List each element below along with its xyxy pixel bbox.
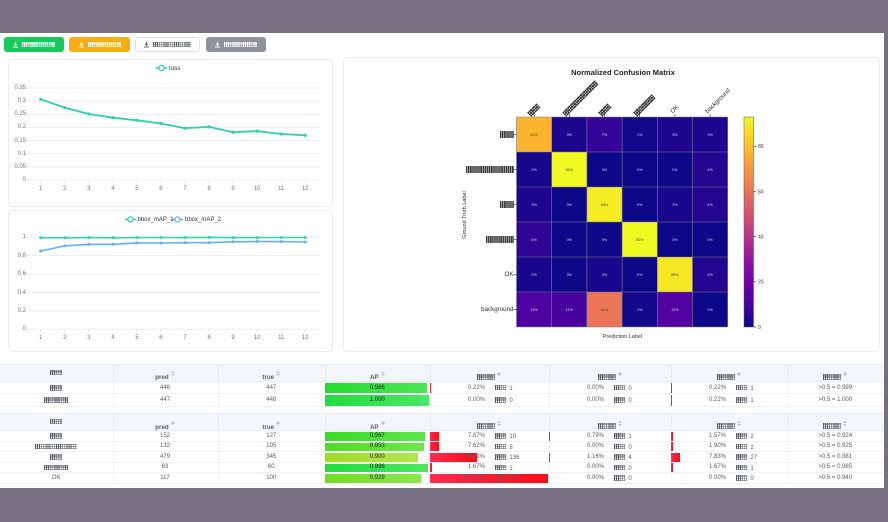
svg-text:0%: 0% xyxy=(707,308,713,312)
svg-text:0%: 0% xyxy=(637,203,643,207)
svg-text:89%: 89% xyxy=(671,273,679,277)
svg-text:93%: 93% xyxy=(636,238,644,242)
svg-text:2%: 2% xyxy=(672,203,678,207)
svg-text:40: 40 xyxy=(758,235,764,241)
svg-text:0%: 0% xyxy=(637,273,643,277)
svg-text:4%: 4% xyxy=(707,168,713,172)
svg-text:6%: 6% xyxy=(531,238,537,242)
svg-text:2%: 2% xyxy=(602,273,608,277)
svg-text:81%: 81% xyxy=(530,133,538,137)
svg-text:0%: 0% xyxy=(637,168,643,172)
svg-text:7%: 7% xyxy=(602,133,608,137)
svg-text:20: 20 xyxy=(758,280,764,286)
svg-text:0%: 0% xyxy=(567,238,573,242)
svg-text:0%: 0% xyxy=(707,238,713,242)
svg-text:2%: 2% xyxy=(531,168,537,172)
svg-text:0%: 0% xyxy=(672,238,678,242)
svg-text:60: 60 xyxy=(758,189,764,195)
svg-text:0%: 0% xyxy=(602,168,608,172)
svg-text:0%: 0% xyxy=(567,273,573,277)
svg-text:13%: 13% xyxy=(671,308,679,312)
svg-text:3%: 3% xyxy=(567,133,573,137)
svg-text:3%: 3% xyxy=(531,203,537,207)
svg-text:11%: 11% xyxy=(566,308,574,312)
svg-text:3%: 3% xyxy=(707,133,713,137)
svg-text:61%: 61% xyxy=(601,308,609,312)
svg-text:0%: 0% xyxy=(602,238,608,242)
svg-text:0%: 0% xyxy=(672,168,678,172)
svg-text:12%: 12% xyxy=(530,308,538,312)
svg-text:0%: 0% xyxy=(567,203,573,207)
svg-text:0: 0 xyxy=(758,325,761,331)
svg-text:80: 80 xyxy=(758,144,764,150)
svg-text:3%: 3% xyxy=(672,133,678,137)
svg-text:2%: 2% xyxy=(531,273,537,277)
svg-text:1%: 1% xyxy=(637,308,643,312)
svg-text:4%: 4% xyxy=(707,203,713,207)
svg-text:93%: 93% xyxy=(566,168,574,172)
svg-text:90%: 90% xyxy=(601,203,609,207)
svg-text:4%: 4% xyxy=(707,273,713,277)
svg-text:1%: 1% xyxy=(637,133,643,137)
